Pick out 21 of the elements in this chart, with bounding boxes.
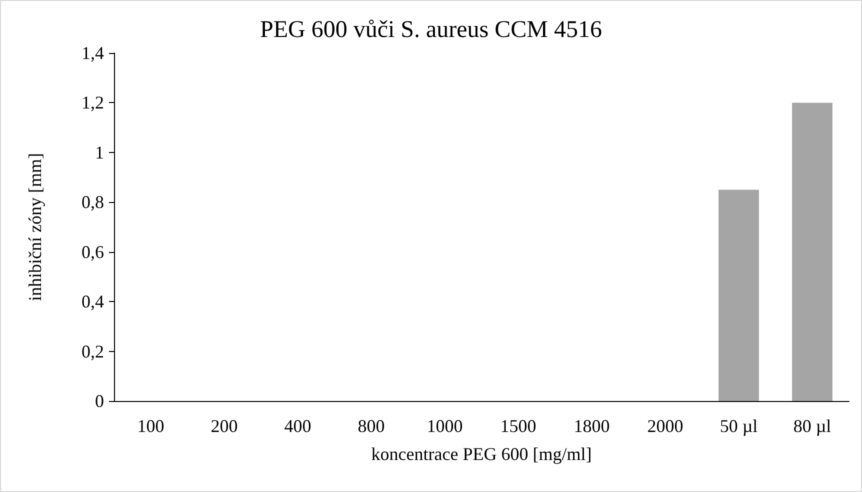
x-tick-label: 80 µl xyxy=(793,416,832,436)
x-tick-label: 100 xyxy=(137,416,164,436)
x-axis-title: koncentrace PEG 600 [mg/ml] xyxy=(371,444,592,464)
x-tick-label: 200 xyxy=(210,416,238,436)
y-tick-label: 0,2 xyxy=(82,341,104,362)
y-tick-label: 1 xyxy=(95,142,104,162)
x-tick-label: 1500 xyxy=(500,416,536,436)
y-tick-label: 0,8 xyxy=(82,192,104,212)
x-tick-label: 1000 xyxy=(426,416,463,436)
y-axis-title: inhibiční zóny [mm] xyxy=(25,153,45,301)
y-tick-label: 1,2 xyxy=(82,92,104,113)
x-tick-label: 2000 xyxy=(647,416,684,436)
y-tick-label: 0,6 xyxy=(82,242,104,262)
y-tick-label: 1,4 xyxy=(82,43,104,63)
x-tick-label: 400 xyxy=(284,416,312,436)
x-tick-label: 800 xyxy=(358,416,385,436)
y-tick-label: 0,4 xyxy=(82,292,104,312)
x-tick-label: 50 µl xyxy=(720,416,758,436)
x-tick-label: 1800 xyxy=(574,416,610,436)
chart-title: PEG 600 vůči S. aureus CCM 4516 xyxy=(260,17,602,43)
y-tick-label: 0 xyxy=(95,391,104,411)
